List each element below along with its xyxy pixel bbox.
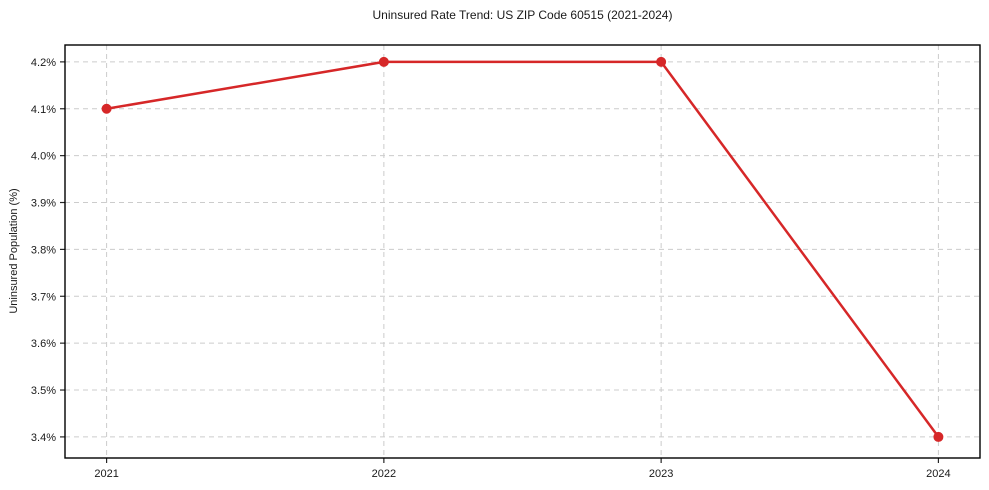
data-point-marker — [378, 56, 389, 67]
y-tick-label: 4.1% — [31, 104, 56, 116]
plot-border — [64, 44, 981, 459]
y-tick-label: 4.0% — [31, 151, 56, 163]
data-point-marker — [656, 56, 667, 67]
x-tick-label: 2024 — [926, 468, 950, 480]
x-tick-label: 2023 — [649, 468, 673, 480]
y-tick-label: 3.8% — [31, 244, 56, 256]
y-tick-label: 4.2% — [31, 57, 56, 69]
y-tick-label: 3.9% — [31, 198, 56, 210]
x-tick-label: 2022 — [372, 468, 396, 480]
y-tick-label: 3.6% — [31, 338, 56, 350]
y-tick-label: 3.7% — [31, 291, 56, 303]
data-point-marker — [933, 431, 944, 442]
trend-line — [105, 60, 940, 439]
x-tick-label: 2021 — [94, 468, 118, 480]
data-point-marker — [101, 103, 112, 114]
y-tick-label: 3.4% — [31, 432, 56, 444]
y-tick-label: 3.5% — [31, 385, 56, 397]
chart-title: Uninsured Rate Trend: US ZIP Code 60515 … — [372, 8, 673, 22]
